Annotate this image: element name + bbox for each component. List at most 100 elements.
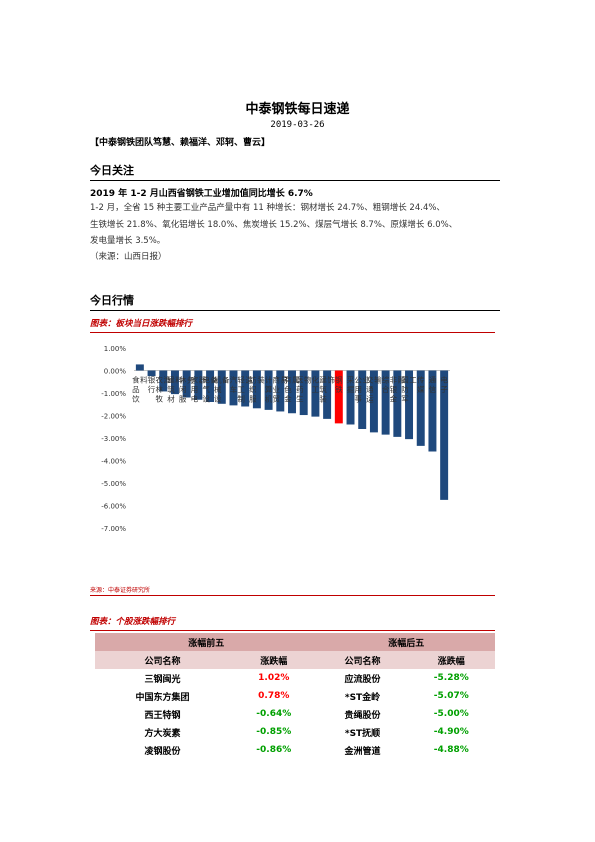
stock-name: 凌钢股份 [144,746,181,757]
y-tick-label: -1.00% [101,390,126,398]
x-tick-label: 医药生物 [296,375,312,404]
x-tick-label: 国防军工 [401,376,417,404]
report-date: 2019-03-26 [270,120,325,130]
bar [405,370,414,440]
bottom-five-header: 涨幅后五 [317,633,495,651]
news-headline: 2019 年 1-2 月山西省钢铁工业增加值同比增长 6.7% [90,189,313,199]
x-tick-label: 建筑装饰 [319,375,335,404]
stock-change: -4.88% [433,745,469,755]
x-tick-label: 银行 [148,376,156,395]
stock-change: -4.90% [433,727,469,737]
bar [252,370,261,409]
bar [334,370,343,424]
sector-bar-chart: 1.00% 0.00% -1.00% -2.00% -3.00% -4.00% -5.00%… [101,345,450,533]
bar [241,370,250,407]
news-body-line: 1-2 月，全省 15 种主要工业产品产量中有 11 种增长：钢材增长 24.7… [90,203,445,213]
figure-title-stocks: 图表：个股涨跌幅排行 [90,617,176,627]
figure-source: 来源：中泰证券研究所 [90,587,151,594]
news-body-line: 发电量增长 3.5%。 [90,236,166,246]
stock-change: -5.07% [433,691,469,701]
bar [147,370,156,377]
bar [299,370,308,416]
x-tick-label: 机械设备 [214,375,230,404]
bar [358,370,367,429]
x-tick-label: 食品饮料 [132,375,148,404]
col-company-name: 公司名称 [317,651,408,669]
bar [194,370,203,400]
x-tick-label: 有色金属 [284,375,300,404]
figure-title-sector: 图表：板块当日涨跌幅排行 [90,319,193,329]
stock-name: 方大炭素 [144,728,181,739]
col-company-name: 公司名称 [95,651,231,669]
bar [159,370,168,392]
stock-name: 西王特钢 [144,710,181,721]
top-five-header: 涨幅前五 [95,633,318,651]
x-tick-label: 电子 [440,375,448,395]
x-tick-label: 轻工制造 [237,375,253,404]
x-tick-label: 钢铁 [335,375,343,395]
x-tick-label: 建筑材料 [167,375,183,404]
x-tick-label: 化工 [312,375,320,395]
x-tick-label: 通信 [429,375,437,395]
bar [311,370,320,417]
news-body: 1-2 月，全省 15 种主要工业产品产量中有 11 种增长：钢材增长 24.7… [90,200,510,250]
bar [206,370,215,402]
bar [135,364,144,371]
table-row: 西王特钢 -0.64% 贵绳股份 -5.00% [95,705,495,723]
bar [264,370,273,410]
x-tick-label: 综合 [382,375,390,395]
table-row: 凌钢股份 -0.86% 金洲管道 -4.88% [95,741,495,759]
x-tick-label: 商业贸易 [273,375,289,404]
bar [346,370,355,425]
col-change: 涨跌幅 [230,651,318,669]
table-column-header: 公司名称 涨跌幅 公司名称 涨跌幅 [95,651,495,669]
bar [416,370,425,446]
y-tick-label: -4.00% [101,458,126,466]
table-row: 方大炭素 -0.85% *ST抚顺 -4.90% [95,723,495,741]
stock-change: -5.00% [433,709,469,719]
news-source: （来源：山西日报） [90,252,167,262]
stock-change: 0.78% [258,691,290,701]
x-tick-label: 农林牧渔 [156,375,172,404]
stock-name: *ST抚顺 [344,728,381,739]
stock-name: 三钢闽光 [144,674,181,685]
y-tick-label: -7.00% [101,525,126,533]
stock-name: 应流股份 [344,674,381,685]
bar [369,370,378,433]
stock-change: -0.64% [256,709,292,719]
bar [393,370,402,437]
x-tick-label: 非银金融 [390,375,406,404]
bar [440,370,449,500]
y-tick-label: -5.00% [101,480,126,488]
section-divider [90,180,500,181]
x-tick-label: 交通运输 [366,375,382,404]
x-tick-label: 传媒 [417,375,425,395]
stock-name: 金洲管道 [344,746,381,757]
stock-ranking-table: 涨幅前五 涨幅后五 公司名称 涨跌幅 公司名称 涨跌幅 三钢闽光 1.02% 应… [95,633,495,759]
bar [170,370,179,395]
bar [288,370,296,414]
col-change: 涨跌幅 [407,651,495,669]
stock-name: *ST金岭 [344,692,381,703]
figure-top-rule [90,332,495,333]
figure-top-rule [90,630,495,631]
stock-change: -5.28% [433,673,469,683]
x-tick-label: 公用事业 [354,375,370,404]
table-row: 中国东方集团 0.78% *ST金岭 -5.07% [95,687,495,705]
figure-bottom-rule [90,595,495,596]
x-tick-label: 电气设备 [202,375,218,404]
x-tick-label: 计算机 [265,375,273,404]
team-line: 【中泰钢铁团队笃慧、赖福洋、邓轲、曹云】 [90,138,271,148]
x-tick-label: 家用电器 [191,375,207,404]
bar [428,370,437,452]
y-tick-label: -6.00% [101,503,126,511]
bar [217,370,226,404]
bar [276,370,285,412]
y-tick-label: -3.00% [101,435,126,443]
table-group-header: 涨幅前五 涨幅后五 [95,633,495,651]
page-title: 中泰钢铁每日速递 [245,102,350,117]
bar [323,370,332,419]
table-row: 三钢闽光 1.02% 应流股份 -5.28% [95,669,495,687]
x-tick-label: 汽车 [230,375,238,395]
y-tick-label: 0.00% [104,368,127,376]
